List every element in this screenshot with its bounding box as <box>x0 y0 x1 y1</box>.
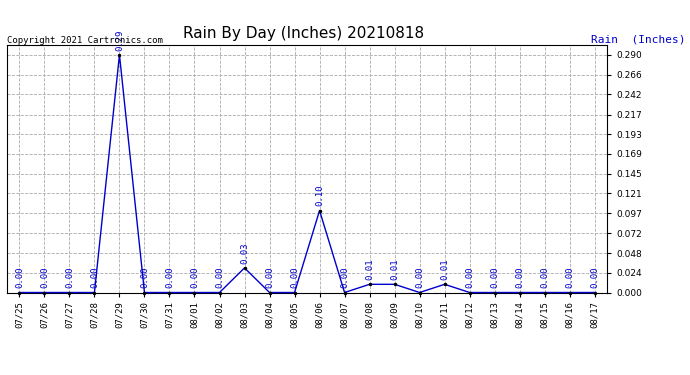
Text: 0.00: 0.00 <box>565 267 574 288</box>
Text: 0.10: 0.10 <box>315 185 324 207</box>
Text: 0.00: 0.00 <box>190 267 199 288</box>
Text: 0.01: 0.01 <box>365 259 374 280</box>
Text: 0.00: 0.00 <box>215 267 224 288</box>
Text: 0.00: 0.00 <box>340 267 349 288</box>
Text: 0.29: 0.29 <box>115 29 124 51</box>
Text: 0.00: 0.00 <box>590 267 599 288</box>
Text: 0.00: 0.00 <box>290 267 299 288</box>
Text: 0.00: 0.00 <box>165 267 174 288</box>
Text: Rain  (Inches): Rain (Inches) <box>591 35 685 45</box>
Text: 0.00: 0.00 <box>140 267 149 288</box>
Text: 0.01: 0.01 <box>440 259 449 280</box>
Text: 0.01: 0.01 <box>390 259 399 280</box>
Text: 0.00: 0.00 <box>90 267 99 288</box>
Text: Rain By Day (Inches) 20210818: Rain By Day (Inches) 20210818 <box>183 26 424 41</box>
Text: 0.00: 0.00 <box>415 267 424 288</box>
Text: Copyright 2021 Cartronics.com: Copyright 2021 Cartronics.com <box>7 36 163 45</box>
Text: 0.00: 0.00 <box>465 267 474 288</box>
Text: 0.03: 0.03 <box>240 242 249 264</box>
Text: 0.00: 0.00 <box>540 267 549 288</box>
Text: 0.00: 0.00 <box>40 267 49 288</box>
Text: 0.00: 0.00 <box>515 267 524 288</box>
Text: 0.00: 0.00 <box>265 267 274 288</box>
Text: 0.00: 0.00 <box>65 267 74 288</box>
Text: 0.00: 0.00 <box>15 267 24 288</box>
Text: 0.00: 0.00 <box>490 267 499 288</box>
